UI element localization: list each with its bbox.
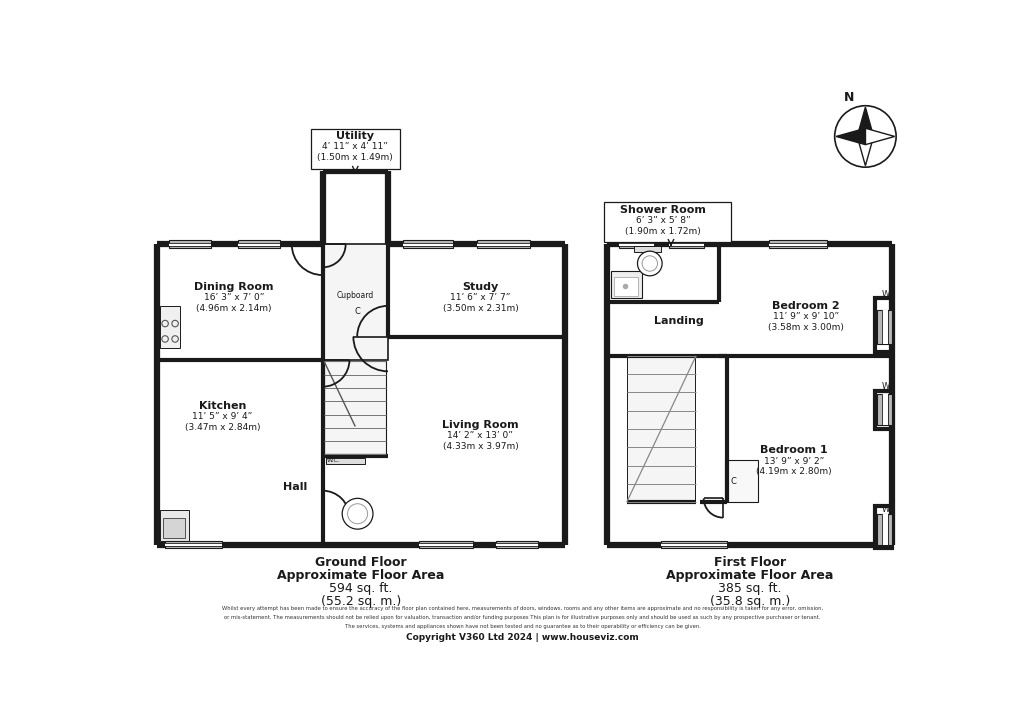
Bar <box>607 244 892 544</box>
Bar <box>237 240 280 248</box>
Text: 11’ 6” x 7’ 7”: 11’ 6” x 7’ 7” <box>449 293 511 302</box>
Text: 6’ 3” x 5’ 8”: 6’ 3” x 5’ 8” <box>635 216 690 225</box>
Bar <box>322 171 387 244</box>
Bar <box>157 244 565 544</box>
Text: W: W <box>881 505 890 514</box>
Bar <box>311 129 399 168</box>
Bar <box>876 395 892 426</box>
Text: First Floor: First Floor <box>713 556 786 569</box>
Circle shape <box>341 498 373 529</box>
Text: 13’ 9” x 9’ 2”: 13’ 9” x 9’ 2” <box>763 456 823 466</box>
Text: Study: Study <box>462 282 498 292</box>
Text: Whilst every attempt has been made to ensure the accuracy of the floor plan cont: Whilst every attempt has been made to en… <box>222 606 822 611</box>
Text: 385 sq. ft.: 385 sq. ft. <box>717 582 781 595</box>
Bar <box>168 243 211 246</box>
Text: (4.33m x 3.97m): (4.33m x 3.97m) <box>442 442 518 451</box>
Text: 11’ 9” x 9’ 10”: 11’ 9” x 9’ 10” <box>772 312 838 321</box>
Bar <box>874 298 892 352</box>
Text: (55.2 sq. m.): (55.2 sq. m.) <box>321 595 400 608</box>
Bar <box>874 390 892 429</box>
Text: 16’ 3” x 7’ 0”: 16’ 3” x 7’ 0” <box>204 293 264 302</box>
Text: Kitchen: Kitchen <box>199 401 246 411</box>
Polygon shape <box>864 128 894 145</box>
Bar <box>322 244 387 360</box>
Text: C: C <box>730 477 736 485</box>
Text: (1.50m x 1.49m): (1.50m x 1.49m) <box>317 153 392 162</box>
Bar <box>168 240 211 248</box>
Bar <box>403 240 453 248</box>
Bar <box>660 543 727 546</box>
Bar <box>613 276 638 296</box>
Text: Bedroom 2: Bedroom 2 <box>771 301 839 311</box>
Bar <box>495 543 538 546</box>
Bar <box>880 395 887 426</box>
Text: Living Room: Living Room <box>441 420 519 430</box>
Bar <box>603 202 730 242</box>
Text: W: W <box>881 289 890 299</box>
Bar <box>403 243 453 246</box>
Bar <box>419 543 472 546</box>
Bar <box>324 361 386 454</box>
Text: (3.58m x 3.00m): (3.58m x 3.00m) <box>767 323 843 332</box>
Text: C: C <box>355 307 360 316</box>
Bar <box>610 271 642 298</box>
Text: N: N <box>844 91 854 104</box>
Text: Approximate Floor Area: Approximate Floor Area <box>665 570 833 582</box>
Bar <box>874 506 892 549</box>
Text: 4’ 11” x 4’ 11”: 4’ 11” x 4’ 11” <box>322 142 388 151</box>
Bar <box>237 243 280 246</box>
Bar <box>619 243 653 246</box>
Bar <box>660 541 727 549</box>
Text: (3.47m x 2.84m): (3.47m x 2.84m) <box>184 423 260 432</box>
Text: Utility: Utility <box>336 131 374 140</box>
Bar <box>325 457 365 464</box>
Bar <box>160 306 180 348</box>
Bar <box>876 310 892 344</box>
Bar <box>163 518 184 538</box>
Bar <box>880 514 887 544</box>
Text: 594 sq. ft.: 594 sq. ft. <box>329 582 392 595</box>
Text: (3.50m x 2.31m): (3.50m x 2.31m) <box>442 304 518 312</box>
Text: Hall: Hall <box>283 482 308 492</box>
Text: or mis-statement. The measurements should not be relied upon for valuation, tran: or mis-statement. The measurements shoul… <box>224 615 820 620</box>
Bar <box>164 541 222 549</box>
Bar <box>668 240 703 248</box>
Bar <box>160 510 190 541</box>
Polygon shape <box>836 128 864 145</box>
Bar <box>476 240 530 248</box>
Bar <box>619 240 653 248</box>
Text: 14’ 2” x 13’ 0”: 14’ 2” x 13’ 0” <box>447 431 513 441</box>
Text: W: W <box>881 382 890 391</box>
Bar <box>476 243 530 246</box>
Bar <box>725 460 757 503</box>
Text: 11’ 5” x 9’ 4”: 11’ 5” x 9’ 4” <box>193 413 253 421</box>
Bar <box>419 541 472 549</box>
Text: The services, systems and appliances shown have not been tested and no guarantee: The services, systems and appliances sho… <box>344 624 700 629</box>
Text: (4.19m x 2.80m): (4.19m x 2.80m) <box>756 467 832 477</box>
Bar <box>768 243 826 246</box>
Text: Dining Room: Dining Room <box>194 282 273 292</box>
Bar <box>626 356 695 501</box>
Circle shape <box>637 251 661 276</box>
Text: Bedroom 1: Bedroom 1 <box>759 445 827 455</box>
Text: (1.90m x 1.72m): (1.90m x 1.72m) <box>625 227 700 235</box>
Bar <box>880 310 887 344</box>
Bar <box>668 243 703 246</box>
Text: Approximate Floor Area: Approximate Floor Area <box>277 570 444 582</box>
Text: (4.96m x 2.14m): (4.96m x 2.14m) <box>196 304 271 312</box>
Bar <box>768 240 826 248</box>
Text: (35.8 sq. m.): (35.8 sq. m.) <box>709 595 790 608</box>
Text: W.C.: W.C. <box>326 458 339 463</box>
Text: Landing: Landing <box>653 316 703 326</box>
Bar <box>164 543 222 546</box>
Polygon shape <box>856 137 872 166</box>
Bar <box>495 541 538 549</box>
Bar <box>876 514 892 544</box>
Text: Copyright V360 Ltd 2024 | www.houseviz.com: Copyright V360 Ltd 2024 | www.houseviz.c… <box>406 633 639 642</box>
Text: Ground Floor: Ground Floor <box>315 556 407 569</box>
Polygon shape <box>856 107 872 137</box>
Text: Shower Room: Shower Room <box>620 204 705 215</box>
Text: Cupboard: Cupboard <box>336 292 374 300</box>
Bar <box>634 246 660 252</box>
